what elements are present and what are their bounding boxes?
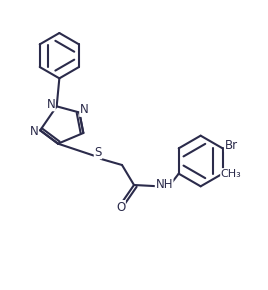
Text: O: O — [116, 201, 125, 214]
Text: CH₃: CH₃ — [221, 169, 241, 179]
Text: N: N — [46, 98, 55, 111]
Text: N: N — [80, 103, 88, 116]
Text: NH: NH — [155, 178, 173, 191]
Text: S: S — [94, 146, 102, 159]
Text: N: N — [29, 125, 38, 138]
Text: Br: Br — [225, 139, 238, 152]
